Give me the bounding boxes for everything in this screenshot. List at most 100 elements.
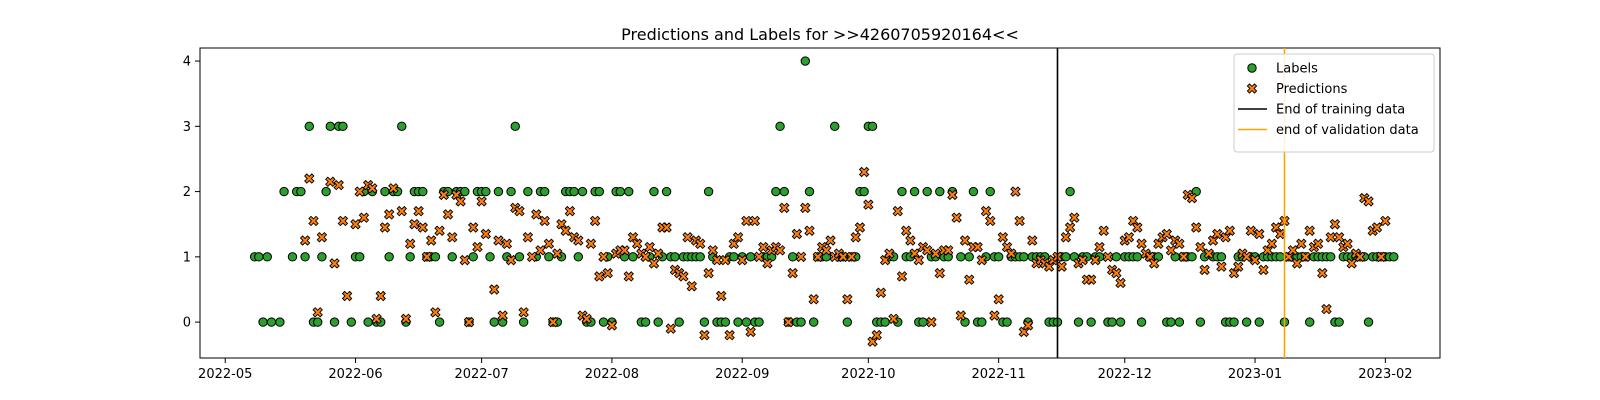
- label-point: [1216, 252, 1227, 262]
- prediction-point: [463, 316, 475, 328]
- label-point: [909, 186, 920, 197]
- prediction-point: [371, 313, 382, 325]
- prediction-point: [724, 329, 735, 341]
- prediction-point: [1317, 267, 1328, 279]
- prediction-point: [779, 202, 790, 214]
- label-point: [615, 186, 626, 197]
- prediction-point: [585, 238, 597, 250]
- prediction-point: [1094, 241, 1105, 253]
- label-point: [775, 121, 785, 132]
- prediction-point: [518, 307, 529, 318]
- prediction-point: [737, 254, 748, 266]
- label-point: [729, 252, 739, 262]
- prediction-point: [438, 189, 450, 201]
- prediction-point: [1329, 218, 1341, 230]
- prediction-point: [589, 215, 601, 227]
- prediction-point: [1224, 225, 1236, 236]
- prediction-point: [1077, 254, 1088, 266]
- prediction-point: [489, 284, 500, 295]
- prediction-point: [573, 235, 584, 246]
- prediction-point: [1178, 251, 1189, 263]
- label-point: [1229, 317, 1239, 327]
- prediction-point: [896, 271, 908, 282]
- prediction-point: [884, 248, 895, 259]
- prediction-point: [850, 232, 861, 243]
- label-point: [325, 121, 336, 132]
- label-point: [830, 121, 840, 132]
- prediction-point: [787, 267, 798, 279]
- prediction-point: [501, 238, 513, 250]
- label-point: [489, 317, 499, 327]
- label-point: [544, 252, 554, 262]
- label-point: [384, 252, 394, 262]
- label-point: [1195, 317, 1206, 327]
- label-point: [800, 56, 810, 66]
- prediction-point: [1010, 186, 1021, 197]
- label-point: [321, 186, 331, 197]
- label-point: [514, 252, 525, 262]
- label-point: [493, 186, 504, 197]
- prediction-point: [1304, 225, 1315, 236]
- label-point: [745, 252, 756, 262]
- label-point: [880, 317, 890, 327]
- label-point: [1166, 317, 1176, 327]
- plot-frame: [199, 47, 1441, 359]
- prediction-point: [774, 245, 786, 256]
- prediction-point: [1102, 251, 1114, 263]
- prediction-point: [1300, 251, 1311, 263]
- label-point: [897, 186, 907, 197]
- prediction-point: [905, 235, 916, 246]
- prediction-point: [1203, 248, 1215, 259]
- prediction-point: [623, 271, 634, 282]
- x-tick-label: 2022-07: [454, 367, 508, 382]
- prediction-point: [640, 251, 651, 263]
- prediction-point: [1342, 238, 1353, 250]
- y-tick-label: 4: [183, 55, 191, 70]
- prediction-point: [417, 222, 429, 233]
- prediction-point: [1254, 228, 1265, 240]
- legend-predictions-marker: [1246, 83, 1258, 94]
- prediction-point: [1190, 222, 1202, 233]
- prediction-point: [404, 238, 416, 250]
- label-point: [481, 186, 491, 197]
- label-point: [922, 186, 932, 197]
- x-tick-label: 2023-01: [1228, 367, 1282, 382]
- prediction-point: [1060, 232, 1072, 243]
- prediction-point: [812, 251, 824, 263]
- legend-end-training-label: End of training data: [1276, 103, 1405, 118]
- label-point: [699, 317, 710, 327]
- x-tick-label: 2022-10: [841, 367, 895, 382]
- prediction-point: [732, 232, 744, 243]
- plot-area: 0 1 2 3 4 2022-05 2022-06 2022-07 2022-08 2022-09…: [183, 47, 1441, 382]
- prediction-point: [699, 329, 710, 341]
- label-point: [1019, 252, 1029, 262]
- prediction-point: [745, 326, 756, 338]
- prediction-point: [758, 241, 769, 253]
- prediction-point: [795, 251, 807, 263]
- label-point: [434, 317, 445, 327]
- chart-title: Predictions and Labels for >>42607059201…: [621, 25, 1019, 44]
- label-point: [569, 186, 579, 197]
- prediction-point: [472, 241, 483, 253]
- prediction-point: [686, 280, 698, 292]
- prediction-point: [446, 232, 458, 243]
- prediction-point: [921, 245, 933, 256]
- label-point: [624, 186, 634, 197]
- y-tick-label: 1: [183, 250, 191, 265]
- prediction-point: [993, 294, 1004, 305]
- label-point: [670, 252, 680, 262]
- prediction-point: [682, 232, 693, 243]
- label-point: [867, 121, 878, 132]
- prediction-point: [564, 205, 576, 217]
- prediction-point: [1195, 241, 1206, 253]
- label-point: [430, 252, 441, 262]
- prediction-point: [1085, 274, 1097, 285]
- label-point: [977, 317, 987, 327]
- prediction-point: [312, 307, 323, 318]
- label-point: [523, 186, 533, 197]
- label-point: [720, 317, 731, 327]
- prediction-point: [606, 320, 618, 331]
- prediction-point: [959, 235, 971, 246]
- prediction-point: [1022, 320, 1034, 331]
- prediction-point: [434, 225, 445, 236]
